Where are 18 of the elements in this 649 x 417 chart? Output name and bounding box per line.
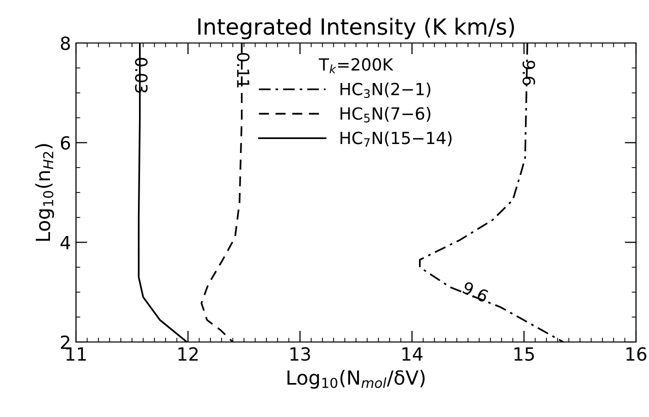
x-tick-label: 15 bbox=[514, 347, 534, 361]
legend-label: HC$_{5}$N(7−6) bbox=[340, 106, 430, 122]
legend-title: T$_{k}$=200K bbox=[318, 58, 394, 74]
x-tick-label: 14 bbox=[402, 347, 422, 361]
y-tick-label: 4 bbox=[60, 236, 70, 250]
legend-label: HC$_{7}$N(15−14) bbox=[340, 131, 452, 147]
legend-label: HC$_{3}$N(2−1) bbox=[340, 82, 430, 98]
y-axis-title: Log$_{10}$(n$_{H2}$) bbox=[35, 144, 54, 241]
y-tick-label: 8 bbox=[60, 36, 70, 50]
x-tick-label: 12 bbox=[178, 347, 198, 361]
x-tick-label: 11 bbox=[66, 347, 86, 361]
y-tick-label: 6 bbox=[60, 136, 70, 150]
x-axis-title: Log$_{10}$(N$_{mol}$/δV) bbox=[288, 370, 425, 389]
chart-title: Integrated Intensity (K km/s) bbox=[198, 18, 514, 40]
x-tick-label: 13 bbox=[290, 347, 310, 361]
annotation: 0.11 bbox=[236, 52, 250, 88]
annotation: 9.6 bbox=[522, 60, 536, 86]
x-tick-label: 16 bbox=[626, 347, 646, 361]
